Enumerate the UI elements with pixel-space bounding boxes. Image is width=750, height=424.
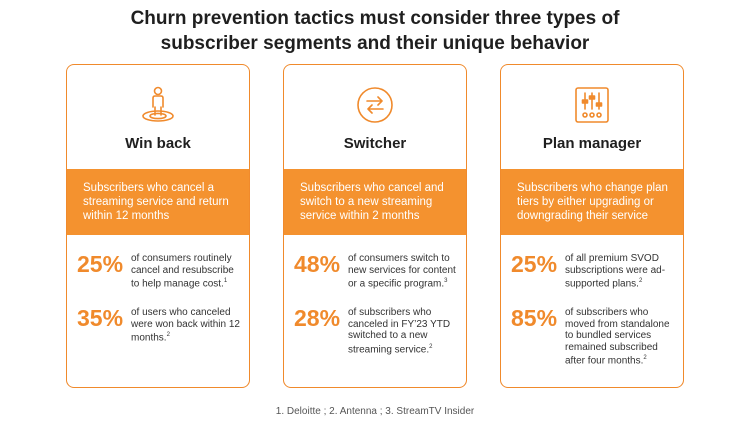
stat-description: of subscribers who canceled in FY’23 YTD… [348, 307, 451, 355]
card-title: Plan manager [542, 135, 642, 152]
segment-definition: Subscribers who change plan tiers by eit… [501, 169, 683, 235]
switch-arrows-icon [284, 85, 466, 125]
stat-description: of consumers routinely cancel and resubs… [131, 253, 234, 290]
source-footnote: 1. Deloitte ; 2. Antenna ; 3. StreamTV I… [275, 406, 475, 417]
stat-value: 28% [294, 305, 341, 331]
segment-definition: Subscribers who cancel and switch to a n… [284, 169, 466, 235]
title-line-2: subscriber segments and their unique beh… [160, 33, 590, 54]
footnote-ref: 3 [444, 278, 448, 284]
segment-card-plan-manager: Plan manager Subscribers who change plan… [500, 64, 684, 388]
card-title: Win back [125, 135, 191, 152]
stat-value: 25% [77, 251, 124, 277]
segment-card-switcher: Switcher Subscribers who cancel and swit… [283, 64, 467, 388]
stat-item: 28% of subscribers who canceled in FY’23… [284, 305, 466, 355]
title-line-1: Churn prevention tactics must consider t… [130, 8, 620, 29]
stat-description: of consumers switch to new services for … [348, 253, 456, 290]
stat-item: 25% of consumers routinely cancel and re… [67, 251, 249, 290]
stat-item: 35% of users who canceled were won back … [67, 305, 249, 344]
stat-value: 48% [294, 251, 341, 277]
stat-value: 85% [511, 305, 558, 331]
footnote-ref: 2 [643, 355, 647, 361]
stat-value: 35% [77, 305, 124, 331]
footnote-ref: 2 [429, 343, 433, 350]
segment-card-win-back: Win back Subscribers who cancel a stream… [66, 64, 250, 388]
segment-definition: Subscribers who cancel a streaming servi… [67, 169, 249, 235]
footnote-ref: 2 [166, 332, 170, 338]
page-title: Churn prevention tactics must consider t… [0, 6, 750, 56]
card-title: Switcher [343, 135, 407, 152]
footnote-ref: 1 [223, 278, 228, 284]
stat-item: 25% of all premium SVOD subscriptions we… [501, 251, 683, 290]
stat-description: of users who canceled were won back with… [131, 307, 240, 344]
stat-item: 48% of consumers switch to new services … [284, 251, 466, 290]
person-on-target-icon [67, 85, 249, 125]
stat-description: of subscribers who moved from standalone… [565, 307, 670, 367]
footnote-ref: 2 [638, 278, 643, 284]
sliders-icon [501, 85, 683, 125]
stat-description: of all premium SVOD subscriptions were a… [565, 253, 666, 290]
stat-item: 85% of subscribers who moved from standa… [501, 305, 683, 367]
stat-value: 25% [511, 251, 558, 277]
